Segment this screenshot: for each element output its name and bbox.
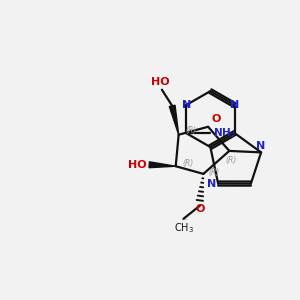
Text: CH$_3$: CH$_3$ — [174, 221, 194, 235]
Text: methoxy: methoxy — [182, 219, 188, 220]
Polygon shape — [169, 105, 179, 135]
Polygon shape — [149, 162, 176, 168]
Text: NH$_2$: NH$_2$ — [213, 126, 236, 140]
Text: HO: HO — [151, 77, 170, 87]
Text: N: N — [182, 100, 191, 110]
Text: O: O — [195, 204, 205, 214]
Text: (R): (R) — [185, 126, 196, 135]
Text: (R): (R) — [225, 156, 236, 165]
Text: (R): (R) — [182, 159, 194, 168]
Text: HO: HO — [128, 160, 147, 170]
Text: N: N — [230, 100, 239, 110]
Text: (R): (R) — [209, 168, 220, 177]
Text: O: O — [212, 114, 221, 124]
Text: N: N — [256, 141, 266, 151]
Text: N: N — [207, 178, 217, 188]
